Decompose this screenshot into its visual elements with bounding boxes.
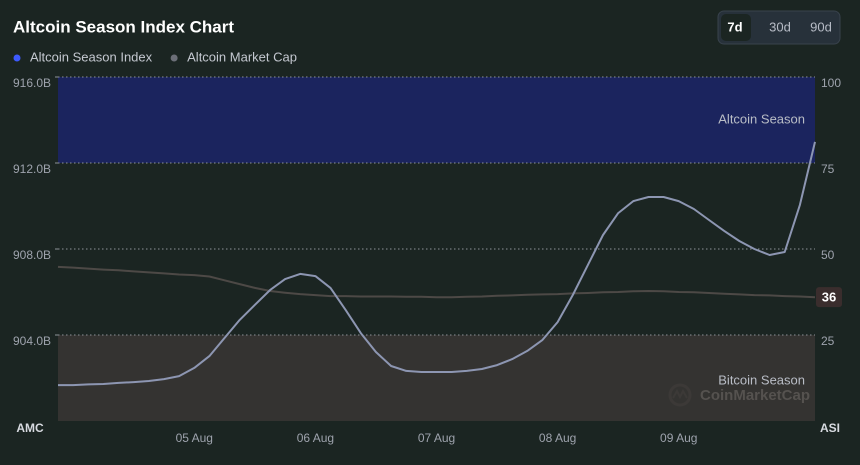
chart-title: Altcoin Season Index Chart — [13, 17, 234, 36]
y-tick-label: 912.0B — [13, 162, 51, 176]
x-tick-label: 07 Aug — [418, 431, 455, 445]
last-value-badge — [816, 287, 842, 308]
x-tick-label: 05 Aug — [176, 431, 213, 445]
y2-tick-label: 25 — [821, 334, 835, 348]
range-button[interactable]: 90d — [810, 19, 832, 34]
watermark: CoinMarketCap — [700, 387, 810, 404]
legend-marker — [13, 54, 21, 62]
y2-tick-label: 100 — [821, 76, 841, 90]
range-button[interactable]: 7d — [727, 19, 742, 34]
x-tick-label: 09 Aug — [660, 431, 697, 445]
y-tick-label: 916.0B — [13, 76, 51, 90]
legend-marker — [170, 54, 178, 62]
season-band — [58, 335, 815, 421]
y2-tick-label: 75 — [821, 162, 835, 176]
y-axis-label: AMC — [16, 421, 44, 435]
series-line — [57, 265, 816, 299]
y-tick-label: 908.0B — [13, 248, 51, 262]
band-label: Bitcoin Season — [718, 372, 805, 387]
range-button-active — [721, 14, 751, 41]
y-tick-label: 904.0B — [13, 334, 51, 348]
x-tick-label: 08 Aug — [539, 431, 576, 445]
last-value-label: 36 — [822, 290, 836, 305]
legend-label: Altcoin Market Cap — [187, 49, 297, 64]
range-button[interactable]: 30d — [769, 19, 791, 34]
season-band — [58, 77, 815, 163]
series-line — [58, 141, 816, 387]
x-tick-label: 06 Aug — [297, 431, 334, 445]
band-label: Altcoin Season — [718, 111, 805, 126]
y2-tick-label: 50 — [821, 248, 835, 262]
legend-label: Altcoin Season Index — [30, 49, 153, 64]
y2-axis-label: ASI — [820, 421, 840, 435]
